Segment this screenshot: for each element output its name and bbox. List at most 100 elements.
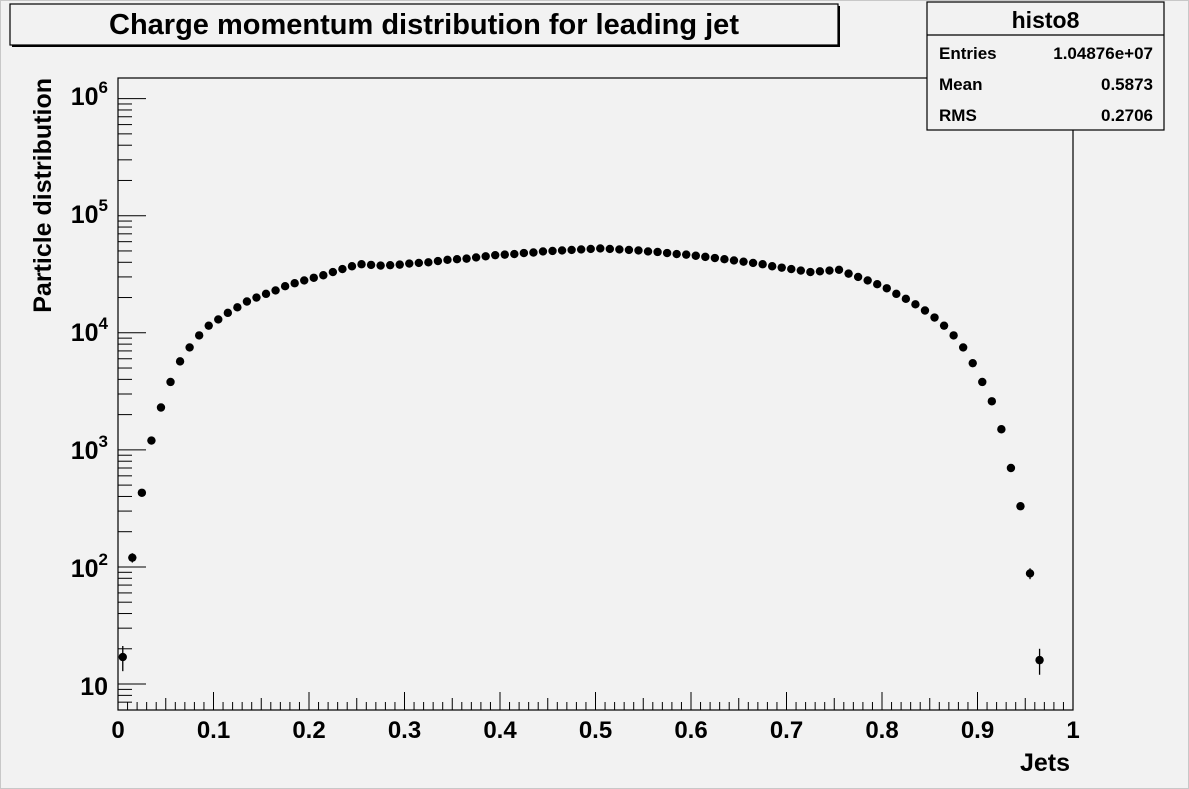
data-point (491, 250, 500, 260)
data-marker (615, 245, 624, 254)
y-axis-tick-labels: 10 102 103 104 105 106 (71, 78, 109, 701)
data-point (548, 246, 557, 256)
data-point (261, 289, 271, 299)
data-marker (529, 248, 538, 257)
data-marker (978, 377, 987, 387)
data-marker (491, 250, 500, 260)
data-marker (634, 246, 643, 255)
data-point (185, 343, 194, 352)
data-point (853, 272, 863, 282)
data-marker (185, 343, 194, 352)
data-marker (1025, 569, 1035, 578)
y-axis-minor-ticks (118, 103, 132, 711)
plot-frame (117, 77, 1074, 711)
data-marker (510, 249, 519, 259)
data-point (653, 247, 662, 257)
data-point (949, 331, 958, 340)
data-marker (958, 343, 968, 352)
data-marker (949, 331, 958, 340)
data-point (662, 248, 672, 258)
data-marker (557, 246, 567, 255)
data-point (930, 313, 939, 322)
data-point (481, 252, 490, 261)
data-point (443, 255, 452, 265)
data-point (844, 269, 853, 278)
data-marker (787, 264, 796, 274)
data-point (691, 251, 700, 260)
data-point (892, 289, 901, 299)
stats-label-mean: Mean (939, 75, 982, 94)
data-point (873, 279, 882, 289)
data-point (376, 261, 385, 270)
data-point (405, 259, 414, 268)
x-tick-label: 0.7 (770, 717, 803, 744)
data-point (720, 255, 729, 264)
stats-value-mean: 0.5873 (1101, 75, 1153, 94)
data-marker (920, 306, 930, 315)
data-point (519, 248, 529, 258)
data-point (978, 377, 987, 387)
y-tick-label: 104 (71, 314, 109, 347)
y-axis-major-ticks (118, 98, 146, 685)
x-tick-label: 0.5 (579, 717, 612, 744)
data-point (748, 258, 758, 268)
data-point (204, 321, 213, 330)
data-point (787, 264, 796, 274)
data-point (815, 267, 825, 276)
data-point (1016, 502, 1025, 511)
data-series (118, 244, 1044, 675)
data-marker (261, 289, 271, 299)
data-marker (834, 265, 844, 275)
data-point (901, 294, 911, 304)
x-tick-label: 0.8 (865, 717, 898, 744)
data-marker (452, 255, 462, 264)
data-marker (624, 245, 634, 255)
data-marker (328, 267, 338, 277)
data-marker (596, 244, 605, 253)
data-marker (147, 436, 156, 445)
data-point (529, 248, 538, 257)
data-marker (271, 286, 280, 295)
data-marker (443, 255, 452, 265)
data-point (223, 308, 233, 318)
data-marker (194, 331, 204, 340)
data-point (462, 254, 471, 263)
data-point (395, 260, 404, 269)
data-point (424, 258, 433, 267)
stats-frame (926, 1, 1165, 131)
data-marker (481, 252, 490, 261)
data-marker (710, 253, 720, 263)
data-marker (204, 321, 213, 330)
y-tick-label: 106 (71, 78, 108, 111)
stats-title: histo8 (1012, 7, 1080, 33)
data-point (882, 284, 891, 293)
data-point (939, 321, 949, 330)
data-point (471, 253, 481, 262)
data-marker (319, 271, 328, 280)
data-point (385, 260, 395, 270)
data-marker (280, 281, 290, 291)
title-frame (9, 3, 839, 46)
data-marker (395, 260, 404, 269)
data-point (739, 257, 748, 266)
data-point (1035, 648, 1044, 675)
data-point (300, 276, 309, 285)
data-point (128, 553, 137, 563)
data-marker (1035, 655, 1044, 665)
data-point (596, 244, 605, 253)
data-marker (701, 252, 710, 262)
data-point (290, 279, 299, 288)
data-point (338, 264, 347, 274)
data-marker (605, 244, 615, 254)
data-point (987, 397, 997, 406)
data-point (233, 303, 242, 312)
data-marker (175, 357, 185, 366)
x-tick-label: 0.1 (197, 717, 230, 744)
data-marker (385, 260, 395, 270)
data-point (328, 267, 338, 277)
x-tick-label: 0.3 (388, 717, 421, 744)
data-point (825, 266, 834, 275)
data-point (347, 262, 357, 271)
data-marker (252, 293, 261, 302)
